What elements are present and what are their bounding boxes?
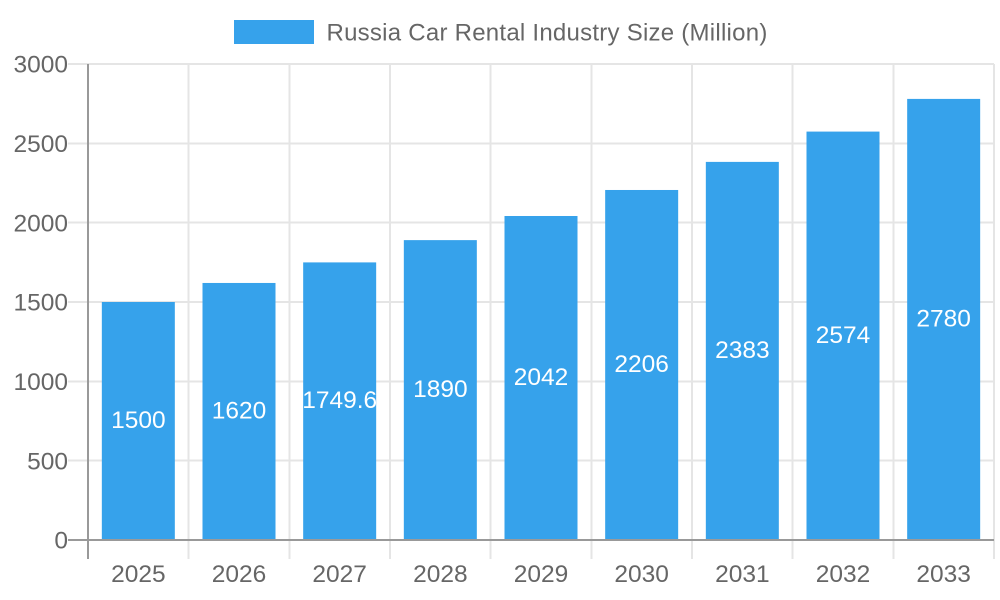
svg-text:2030: 2030 (614, 561, 669, 588)
svg-text:2032: 2032 (816, 561, 871, 588)
svg-text:2029: 2029 (514, 561, 569, 588)
svg-text:0: 0 (54, 528, 68, 555)
svg-text:2574: 2574 (816, 322, 871, 349)
svg-text:2000: 2000 (13, 210, 68, 237)
svg-text:500: 500 (27, 448, 68, 475)
svg-text:2383: 2383 (715, 337, 770, 364)
svg-text:2027: 2027 (312, 561, 367, 588)
svg-text:1500: 1500 (111, 407, 166, 434)
svg-text:3000: 3000 (13, 52, 68, 79)
svg-text:Russia Car Rental Industry Siz: Russia Car Rental Industry Size (Million… (327, 20, 768, 47)
svg-text:2500: 2500 (13, 131, 68, 158)
svg-text:1000: 1000 (13, 369, 68, 396)
svg-text:2206: 2206 (614, 351, 669, 378)
svg-text:2042: 2042 (514, 364, 569, 391)
svg-text:1749.6: 1749.6 (302, 387, 377, 414)
svg-text:2028: 2028 (413, 561, 468, 588)
svg-text:2031: 2031 (715, 561, 770, 588)
svg-text:2780: 2780 (916, 306, 971, 333)
svg-text:2033: 2033 (916, 561, 971, 588)
svg-text:1890: 1890 (413, 376, 468, 403)
svg-text:2025: 2025 (111, 561, 166, 588)
svg-text:1620: 1620 (212, 398, 267, 425)
svg-text:1500: 1500 (13, 290, 68, 317)
svg-text:2026: 2026 (212, 561, 267, 588)
